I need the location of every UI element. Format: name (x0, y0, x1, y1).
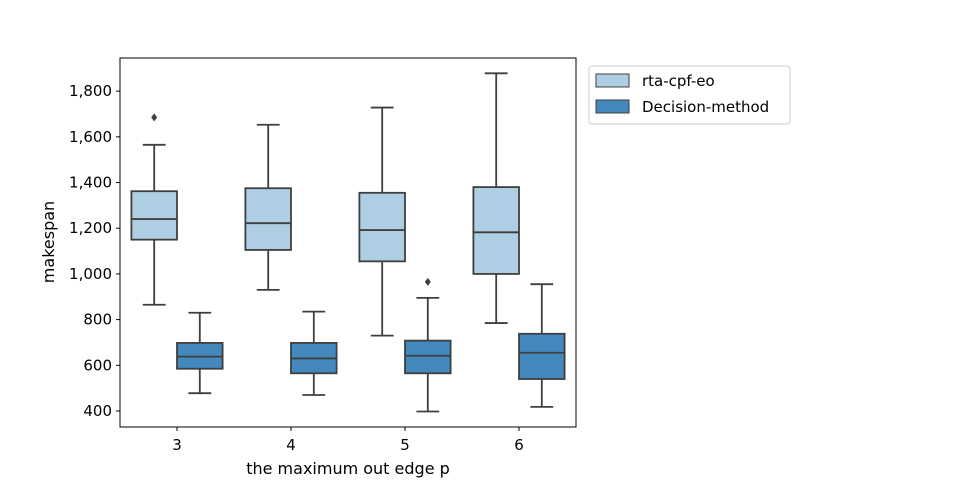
box-rta-cpf-eo-3 (130, 113, 178, 306)
y-tick-label: 600 (83, 356, 112, 374)
x-axis: 3 4 5 6 (172, 427, 524, 454)
box-rta-cpf-eo-6 (472, 72, 520, 324)
outlier-point (424, 277, 431, 286)
legend-frame (588, 65, 791, 125)
y-axis-label: makespan (39, 201, 58, 283)
y-tick-label: 400 (83, 402, 112, 420)
x-tick-label: 3 (172, 436, 182, 454)
y-tick-label: 1,400 (69, 174, 112, 192)
y-tick-label: 1,800 (69, 82, 112, 100)
x-tick-label: 6 (514, 436, 524, 454)
box-Decision-method-5 (404, 277, 452, 413)
legend-label: rta-cpf-eo (642, 72, 715, 90)
box-Decision-method-3 (176, 311, 224, 395)
legend-label: Decision-method (642, 98, 769, 116)
legend: rta-cpf-eo Decision-method (588, 65, 791, 125)
y-tick-label: 800 (83, 311, 112, 329)
axes-frame (119, 57, 577, 428)
box-body (472, 186, 520, 275)
y-axis: 400 600 800 1,000 1,200 1,400 1,600 1,800 (69, 82, 120, 420)
legend-swatch (595, 99, 630, 114)
box-body (518, 332, 566, 380)
x-axis-label: the maximum out edge p (246, 459, 450, 478)
box-Decision-method-4 (290, 310, 338, 396)
x-tick-label: 4 (286, 436, 296, 454)
outlier-point (151, 113, 158, 122)
box-Decision-method-6 (518, 283, 566, 408)
box-body (130, 190, 178, 241)
box-rta-cpf-eo-4 (244, 123, 292, 291)
box-body (404, 339, 452, 375)
box-rta-cpf-eo-5 (358, 106, 406, 337)
box-body (358, 191, 406, 263)
y-tick-label: 1,000 (69, 265, 112, 283)
x-tick-label: 5 (400, 436, 410, 454)
y-tick-label: 1,200 (69, 219, 112, 237)
box-body (244, 187, 292, 251)
y-tick-label: 1,600 (69, 128, 112, 146)
legend-swatch (595, 73, 630, 88)
plot-area (130, 72, 566, 413)
